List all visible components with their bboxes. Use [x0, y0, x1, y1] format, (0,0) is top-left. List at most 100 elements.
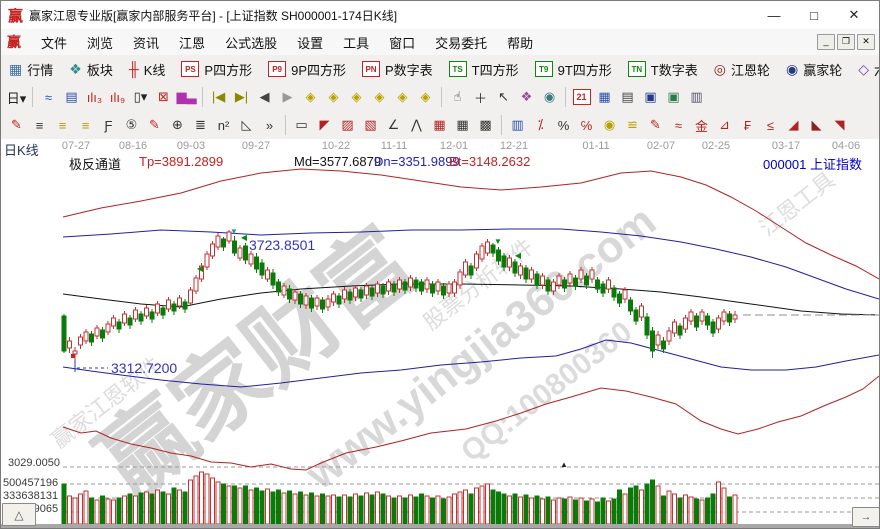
- save-image-button[interactable]: ▣: [667, 89, 680, 104]
- p-number-table-button[interactable]: PN P数字表: [354, 60, 441, 79]
- candle-body: [452, 281, 457, 294]
- gold-angle-button[interactable]: ≤: [766, 117, 775, 133]
- pen-ruler-button[interactable]: ✎: [149, 117, 160, 132]
- signal-marker: ▼: [494, 237, 502, 246]
- pointer-tool-button[interactable]: ↖: [498, 89, 509, 104]
- menu-item-3[interactable]: 江恩: [179, 35, 206, 51]
- diamond-expand-button[interactable]: ◈: [351, 89, 362, 104]
- close-button[interactable]: ✕: [848, 7, 860, 22]
- percent-button[interactable]: %: [557, 117, 570, 133]
- mdi-close-button[interactable]: ✕: [857, 34, 875, 50]
- hexagon-button[interactable]: ◇ 六角形: [850, 60, 879, 79]
- shade-box-2-button[interactable]: ▧: [364, 117, 377, 132]
- maximize-button[interactable]: □: [810, 7, 818, 23]
- 9t-square-button[interactable]: T9 9T四方形: [527, 60, 620, 79]
- menu-item-9[interactable]: 帮助: [507, 35, 534, 51]
- menu-item-7[interactable]: 窗口: [389, 35, 416, 51]
- brush-tool-button[interactable]: ✎: [11, 117, 22, 132]
- scroll-right-button[interactable]: →: [852, 507, 879, 527]
- diamond-cross-button[interactable]: ◈: [397, 89, 408, 104]
- note-style-button[interactable]: ▤: [65, 89, 78, 104]
- candle-brush-button[interactable]: ✎: [650, 117, 661, 132]
- j-angle-button[interactable]: ⊿: [719, 117, 730, 132]
- menu-item-4[interactable]: 公式选股: [225, 35, 278, 51]
- t-square-button[interactable]: TS T四方形: [441, 60, 527, 79]
- minimize-button[interactable]: —: [767, 7, 781, 23]
- gold-levels-button[interactable]: ≌: [627, 117, 638, 132]
- 9p-square-button[interactable]: P9 9P四方形: [260, 60, 354, 79]
- crosshair-tool-button[interactable]: ＋: [473, 90, 487, 106]
- diamond-shrink-button[interactable]: ◈: [374, 89, 385, 104]
- win-angle-button[interactable]: ◣: [811, 117, 822, 132]
- adv-angle-button[interactable]: ◢: [788, 117, 799, 132]
- mdi-restore-button[interactable]: ❐: [837, 34, 855, 50]
- zigzag-tool-button[interactable]: ⋀: [411, 117, 422, 132]
- p-square-button[interactable]: PS P四方形: [173, 60, 260, 79]
- calculator-button[interactable]: ▦: [598, 89, 611, 104]
- winner-wheel-button[interactable]: ◉ 赢家轮: [778, 60, 850, 79]
- collapse-panel-button[interactable]: △: [2, 503, 36, 526]
- menu-item-5[interactable]: 设置: [297, 35, 324, 51]
- gold-circle-button[interactable]: ◉: [603, 117, 616, 132]
- kline-button[interactable]: ╫ K线: [121, 60, 174, 79]
- percent-line-button[interactable]: ⁒: [537, 117, 544, 132]
- hand-tool-button[interactable]: ☝: [453, 89, 462, 104]
- print-button[interactable]: ▥: [690, 89, 703, 104]
- gold-lines-2-button[interactable]: ≡: [81, 117, 90, 133]
- bar-panel-button[interactable]: ▥: [511, 117, 524, 132]
- menu-item-1[interactable]: 浏览: [87, 35, 114, 51]
- t-number-table-button[interactable]: TN T数字表: [620, 60, 706, 79]
- wave-red-button[interactable]: ≈: [674, 117, 683, 133]
- chart-canvas[interactable]: 赢家财富www.yingjia360.comQQ:100800360赢家江恩软件…: [1, 139, 879, 528]
- last-bar-button[interactable]: ▶|: [234, 89, 249, 104]
- menu-item-8[interactable]: 交易委托: [435, 35, 488, 51]
- color-histogram-button[interactable]: ▆▃: [176, 89, 197, 104]
- menu-item-0[interactable]: 文件: [41, 35, 68, 51]
- gann-lines-button[interactable]: ≡: [35, 117, 44, 133]
- red-frame-tool-button[interactable]: ⊠: [158, 89, 169, 104]
- bars-9-button[interactable]: ılı₉: [109, 89, 126, 105]
- brain-tool-button[interactable]: ◉: [543, 89, 556, 104]
- notepad-button[interactable]: ▤: [621, 89, 634, 104]
- gold-lines-1-button[interactable]: ≡: [58, 117, 67, 133]
- gann-wheel-button[interactable]: ◎ 江恩轮: [706, 60, 778, 79]
- prev-bar-button[interactable]: ◀: [259, 89, 270, 104]
- bottom-scroll-strip[interactable]: [1, 524, 879, 528]
- five-lines-button[interactable]: ⑤: [125, 117, 138, 132]
- shade-box-1-button[interactable]: ▨: [341, 117, 354, 132]
- model-tool-button[interactable]: ❖: [520, 89, 533, 104]
- wave-style-button[interactable]: ≈: [44, 89, 53, 105]
- n-square-button[interactable]: n²: [217, 117, 230, 133]
- fan-tool-button[interactable]: ◤: [319, 117, 330, 132]
- menu-item-6[interactable]: 工具: [343, 35, 370, 51]
- slant-grid-button[interactable]: ▩: [479, 117, 492, 132]
- percent-levels-button[interactable]: ℅: [580, 117, 593, 133]
- grid-red-button[interactable]: ▦: [433, 117, 446, 132]
- gold-text-line-button[interactable]: 金: [694, 118, 708, 134]
- quotes-button[interactable]: ▦ 行情: [1, 60, 61, 79]
- candle-body: [716, 317, 721, 330]
- diamond-left-button[interactable]: ◈: [305, 89, 316, 104]
- save-button[interactable]: ▣: [644, 89, 657, 104]
- more-tools-button[interactable]: »: [265, 117, 274, 133]
- angle-lines-button[interactable]: ∠: [387, 117, 400, 132]
- next-bar-button[interactable]: ▶: [282, 89, 293, 104]
- grid-black-button[interactable]: ▦: [456, 117, 469, 132]
- calendar-21-button[interactable]: 21: [570, 86, 593, 108]
- tick-lines-button[interactable]: ≣: [195, 117, 206, 132]
- circle-cycle-button[interactable]: ⊕: [172, 117, 183, 132]
- period-candle-dropdown-button[interactable]: 日▾: [6, 90, 27, 106]
- angle-tool-button[interactable]: ◺: [241, 117, 252, 132]
- box-tool-button[interactable]: ▭: [295, 117, 308, 132]
- bars-3-button[interactable]: ılı₃: [86, 89, 103, 105]
- menu-item-2[interactable]: 资讯: [133, 35, 160, 51]
- mdi-minimize-button[interactable]: _: [817, 34, 835, 50]
- sectors-button[interactable]: ❖ 板块: [61, 60, 121, 79]
- diamond-full-button[interactable]: ◈: [420, 89, 431, 104]
- hollow-candle-dropdown-button[interactable]: ▯▾: [133, 89, 148, 104]
- first-bar-button[interactable]: |◀: [211, 89, 226, 104]
- fib-lines-button[interactable]: Ƒ: [104, 117, 113, 133]
- f-angle-button[interactable]: ₣: [743, 117, 752, 133]
- diamond-right-button[interactable]: ◈: [328, 89, 339, 104]
- four-angle-button[interactable]: ◥: [834, 117, 845, 132]
